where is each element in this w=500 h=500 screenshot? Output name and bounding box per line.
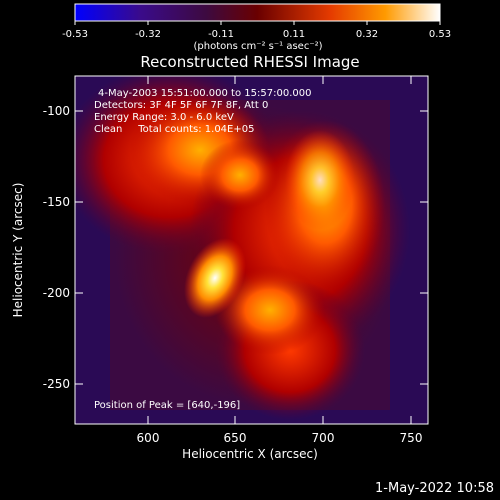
x-tick-label: 650 xyxy=(224,431,247,445)
x-axis-label: Heliocentric X (arcsec) xyxy=(182,447,318,461)
colorbar-tick-label: -0.53 xyxy=(62,29,88,40)
peak-position-label: Position of Peak = [640,-196] xyxy=(94,400,240,411)
x-axis xyxy=(147,76,412,424)
colorbar-units: (photons cm⁻² s⁻¹ asec⁻²) xyxy=(193,41,322,52)
x-tick-label: 700 xyxy=(312,431,335,445)
y-axis xyxy=(75,110,428,385)
colorbar-tick-label: 0.53 xyxy=(429,29,451,40)
x-tick-label: 600 xyxy=(137,431,160,445)
y-axis-label: Heliocentric Y (arcsec) xyxy=(11,183,25,318)
y-tick-label: -100 xyxy=(43,104,70,118)
x-tick-label: 750 xyxy=(400,431,423,445)
annotation-clean: Clean Total counts: 1.04E+05 xyxy=(94,124,254,135)
colorbar-tick-label: 0.11 xyxy=(283,29,305,40)
colorbar-tick-label: -0.11 xyxy=(208,29,234,40)
colorbar xyxy=(74,3,441,22)
y-tick-label: -150 xyxy=(43,195,70,209)
annotation-energy: Energy Range: 3.0 - 6.0 keV xyxy=(94,112,234,123)
y-tick-label: -250 xyxy=(43,377,70,391)
heatmap-image xyxy=(75,76,428,424)
y-tick-label: -200 xyxy=(43,286,70,300)
colorbar-tick-label: 0.32 xyxy=(356,29,378,40)
chart-title: Reconstructed RHESSI Image xyxy=(140,53,359,71)
footer-timestamp: 1-May-2022 10:58 xyxy=(375,481,494,496)
colorbar-tick-label: -0.32 xyxy=(135,29,161,40)
annotation-time: 4-May-2003 15:51:00.000 to 15:57:00.000 xyxy=(98,88,311,99)
plot-frame xyxy=(74,75,429,425)
colorbar-ticks xyxy=(74,21,441,25)
annotation-detectors: Detectors: 3F 4F 5F 6F 7F 8F, Att 0 xyxy=(94,100,268,111)
